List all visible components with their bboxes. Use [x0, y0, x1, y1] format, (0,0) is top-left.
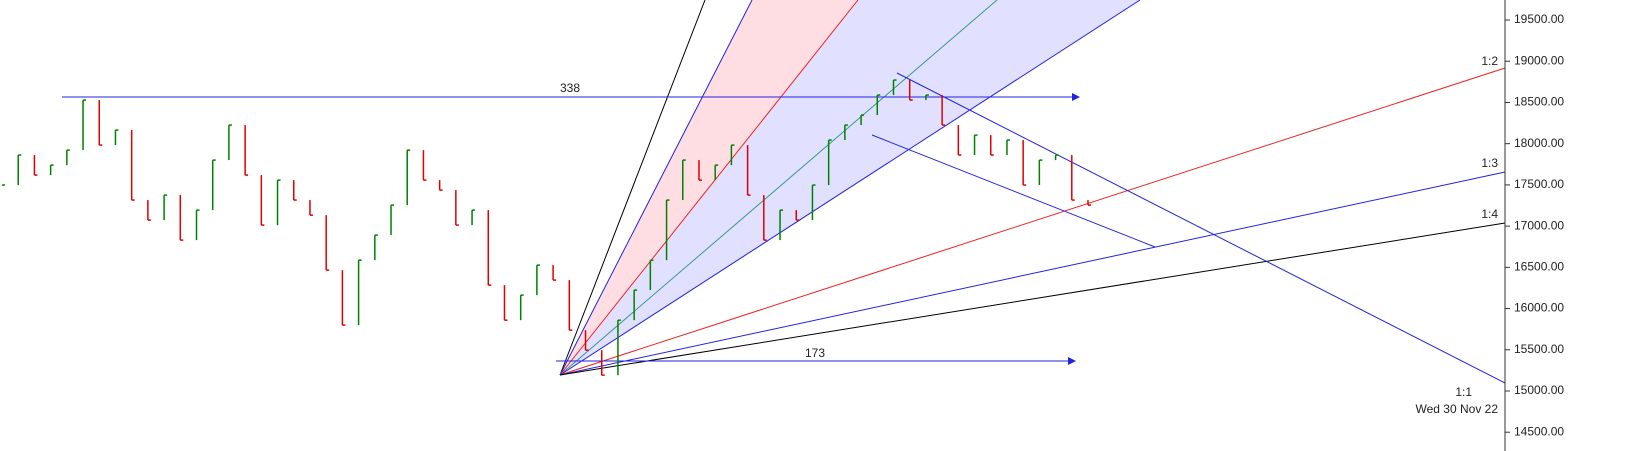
fan-line [559, 67, 1506, 376]
arrow-head [1068, 357, 1076, 365]
fan-label: 1:3 [1481, 156, 1498, 170]
fan-line [559, 0, 753, 376]
annotation: 173 [805, 346, 825, 360]
fan [62, 0, 1506, 384]
annotation: 338 [560, 81, 580, 95]
y-tick-label: 18000.00 [1514, 136, 1564, 150]
y-tick-label: 15500.00 [1514, 342, 1564, 356]
y-tick-label: 19500.00 [1514, 12, 1564, 26]
channel-line [896, 72, 1506, 384]
y-tick-label: 16000.00 [1514, 301, 1564, 315]
date-label: Wed 30 Nov 22 [1416, 402, 1499, 416]
arrow-head [1072, 93, 1080, 101]
fan-line [559, 222, 1506, 376]
fan-line [559, 0, 998, 376]
fan-label: 1:2 [1481, 54, 1498, 68]
fan-label: 1:1 [1455, 385, 1472, 399]
fan-line [559, 0, 859, 376]
y-tick-label: 17000.00 [1514, 218, 1564, 232]
fan-label: 1:4 [1481, 207, 1498, 221]
y-tick-label: 18500.00 [1514, 95, 1564, 109]
y-tick-label: 16500.00 [1514, 260, 1564, 274]
channel-line [871, 134, 1156, 248]
y-tick-label: 19000.00 [1514, 53, 1564, 67]
y-tick-label: 15000.00 [1514, 383, 1564, 397]
fan-line [559, 0, 706, 376]
fan-line [559, 171, 1506, 376]
fan-line [559, 0, 1141, 376]
y-tick-label: 17500.00 [1514, 177, 1564, 191]
y-tick-label: 14500.00 [1514, 424, 1564, 438]
